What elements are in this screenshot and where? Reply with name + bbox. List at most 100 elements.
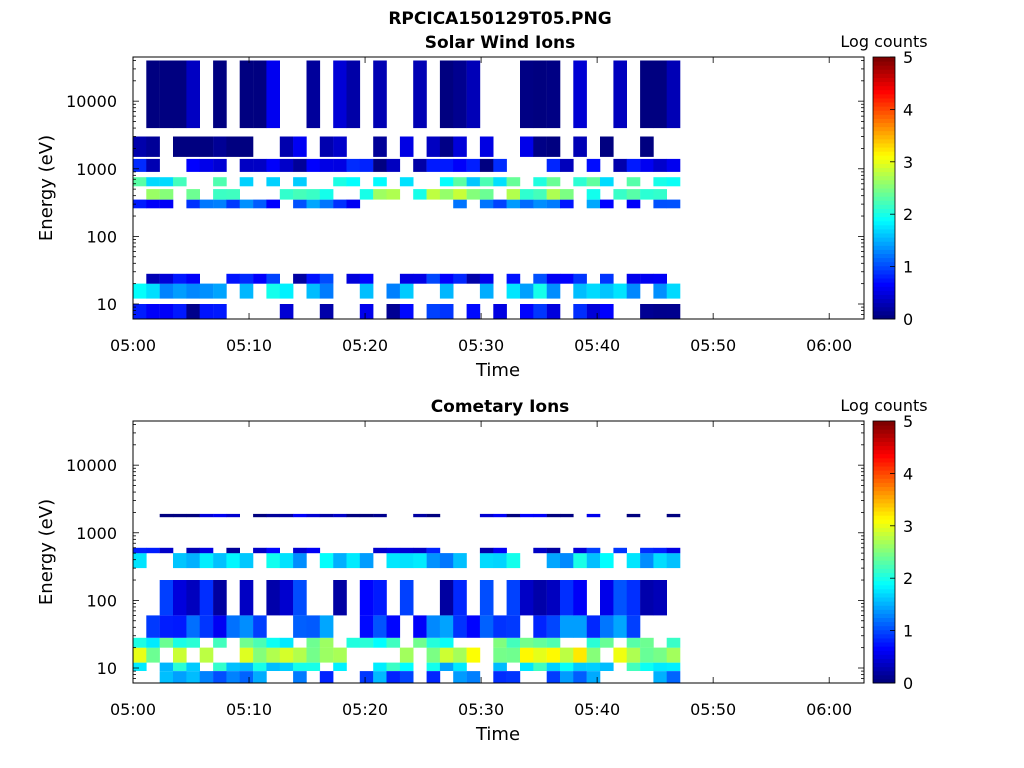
spectrogram-cell [546,662,561,671]
spectrogram-cell [133,662,147,671]
spectrogram-cell [586,199,601,209]
spectrogram-cell [626,615,641,638]
spectrogram-cells [133,513,681,683]
spectrogram-cell [439,647,454,663]
spectrogram-cell [226,273,240,284]
spectrogram-cell [239,60,254,129]
colorbar-segment [873,89,895,95]
colorbar-segment [873,126,895,132]
spectrogram-cell [386,283,401,299]
spectrogram-cell [293,158,307,172]
spectrogram-cell [653,199,667,209]
colorbar-segment [873,142,895,148]
colorbar-tick-label: 1 [903,258,913,277]
spectrogram-cell [586,158,601,172]
spectrogram-cell [333,662,347,671]
spectrogram-cell [373,671,387,683]
spectrogram-cell [306,273,321,284]
spectrogram-cell [173,615,187,638]
colorbar-segment [873,556,895,561]
spectrogram-cell [600,662,614,671]
plot-frame [132,56,865,320]
spectrogram-cell [600,580,614,616]
spectrogram-cell [546,189,561,200]
y-tick-label: 1000 [76,524,117,543]
x-tick-label: 05:40 [574,700,620,719]
spectrogram-cell [333,553,347,569]
spectrogram-cell [266,199,280,209]
spectrogram-cell [373,513,387,518]
spectrogram-cell [453,199,467,209]
spectrogram-cell [239,177,254,187]
spectrogram-cell [386,158,401,172]
spectrogram-cell [306,615,321,638]
y-tick-label: 100 [86,227,117,246]
spectrogram-cell [666,199,681,209]
spectrogram-cell [279,136,294,157]
spectrogram-cell [279,304,294,319]
colorbar-tick-label: 5 [903,48,913,67]
spectrogram-cell [226,199,240,209]
spectrogram-cell [573,283,587,299]
spectrogram-cell [666,662,681,671]
spectrogram-cell [186,60,200,129]
colorbar-segment [873,151,895,156]
spectrogram-cell [306,158,321,172]
spectrogram-cell [533,199,547,209]
spectrogram-cell [613,647,627,663]
spectrogram-cell [439,136,454,157]
spectrogram-cell [426,662,441,671]
spectrogram-cell [426,553,441,569]
spectrogram-cell [666,60,681,129]
colorbar-segment [873,134,895,140]
spectrogram-cell [253,671,267,683]
spectrogram-cell [146,547,160,554]
spectrogram-cell [239,199,254,209]
y-tick-label: 100 [86,591,117,610]
colorbar-label: Log counts [840,396,927,415]
spectrogram-cell [479,189,494,200]
spectrogram-cell [546,647,561,663]
spectrogram-cell [133,553,147,569]
spectrogram-cell [133,304,147,319]
spectrogram-cell [399,580,414,616]
spectrogram-cell [640,304,654,319]
colorbar-segment [873,85,895,91]
spectrogram-cell [213,199,227,209]
spectrogram-cell [493,158,507,172]
spectrogram-cell [293,189,307,200]
spectrogram-cell [479,615,494,638]
spectrogram-cell [453,671,467,683]
colorbar-segment [873,580,895,586]
spectrogram-cell [279,158,294,172]
spectrogram-cell [173,136,187,157]
spectrogram-cell [493,671,507,683]
spectrogram-cell [186,283,200,299]
spectrogram-cell [520,647,534,663]
spectrogram-cell [333,199,347,209]
spectrogram-cell [466,177,481,187]
colorbar-segment [873,306,895,312]
spectrogram-cell [213,189,227,200]
spectrogram-cell [546,158,561,172]
spectrogram-cell [413,158,427,172]
spectrogram-cell [666,637,681,648]
spectrogram-cell [239,615,254,638]
colorbar-segment [873,212,895,218]
spectrogram-cell [520,283,534,299]
colorbar-segment [873,658,895,664]
panel-title: Solar Wind Ions [425,33,576,53]
spectrogram-cell [626,647,641,663]
spectrogram-cell [626,513,641,518]
spectrogram-cell [279,637,294,648]
spectrogram-cell [653,580,667,616]
spectrogram-cell [133,158,147,172]
spectrogram-cell [199,615,214,638]
spectrogram-cell [359,158,374,172]
spectrogram-cell [600,283,614,299]
spectrogram-cell [426,304,441,319]
spectrogram-cell [479,199,494,209]
spectrogram-cell [173,60,187,129]
spectrogram-cell [319,553,334,569]
spectrogram-cell [146,60,160,129]
